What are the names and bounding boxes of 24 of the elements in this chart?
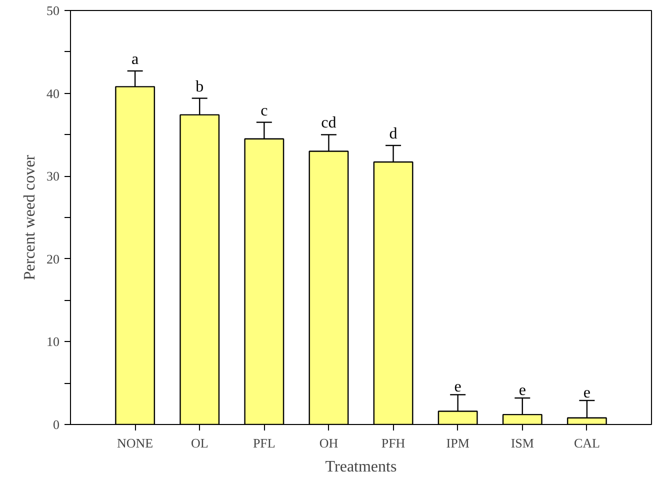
y-tick-label: 40 [46, 86, 60, 101]
x-tick-label: OH [319, 436, 338, 450]
y-tick-label: 10 [46, 334, 60, 350]
annotation: e [518, 382, 526, 400]
annotation: cd [321, 114, 336, 132]
annotation: b [196, 78, 204, 96]
y-tick-label: 20 [46, 251, 60, 266]
annotation: e [454, 378, 462, 396]
y-tick-label: 0 [53, 417, 60, 432]
x-tick-label: PFL [252, 436, 276, 450]
y-tick-label: 50 [46, 3, 60, 18]
annotation: c [260, 102, 268, 120]
annotation: a [132, 50, 139, 68]
x-tick-label: OL [190, 436, 208, 450]
x-axis-title: Treatments [325, 458, 397, 476]
x-tick-label: CAL [574, 436, 600, 450]
x-tick-label: PFH [381, 436, 406, 450]
x-tick-label: NONE [117, 436, 154, 450]
annotation: e [583, 384, 591, 402]
annotation: d [389, 125, 398, 142]
x-tick-label: IPM [446, 436, 470, 450]
y-axis-title: Percent weed cover [22, 154, 38, 280]
x-tick-label: ISM [510, 436, 534, 450]
y-tick-label: 30 [46, 168, 60, 184]
